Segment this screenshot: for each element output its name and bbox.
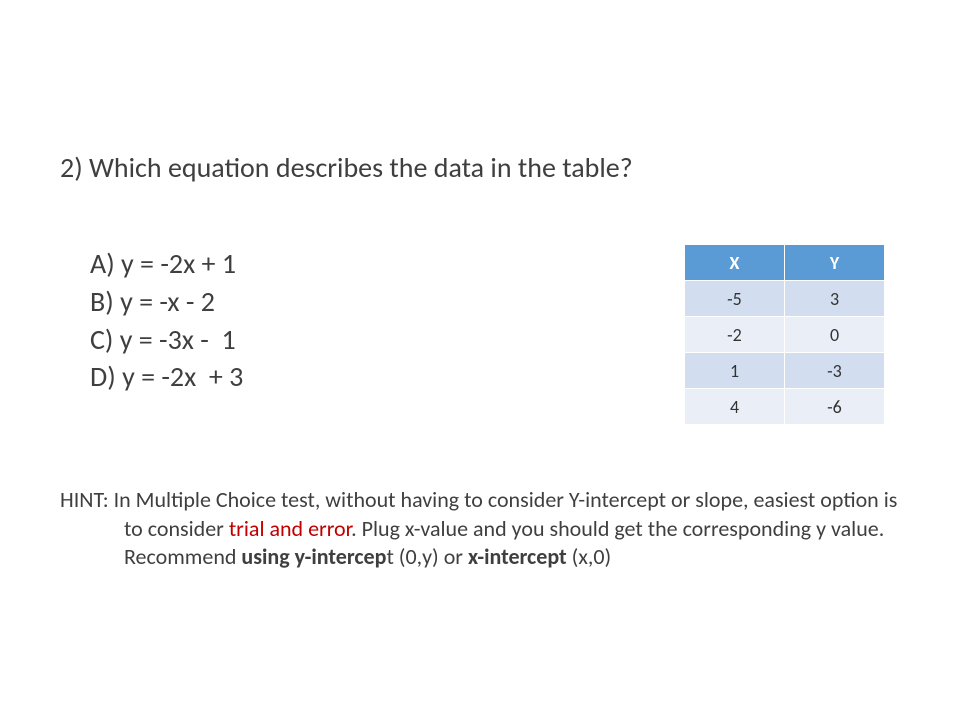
choice-d-letter: D) (90, 359, 116, 394)
choice-d-text: y = -2x + 3 (122, 359, 243, 394)
choice-c-text: y = -3x - 1 (120, 322, 236, 357)
table-cell: 0 (785, 317, 885, 353)
table-row: -2 0 (685, 317, 885, 353)
table-row: 4 -6 (685, 389, 885, 425)
xy-data-table: X Y -5 3 -2 0 1 -3 4 -6 (684, 244, 885, 425)
table-cell: 1 (685, 353, 785, 389)
table-cell: -5 (685, 281, 785, 317)
choice-b-letter: B) (90, 284, 114, 319)
slide: 2) Which equation describes the data in … (0, 0, 960, 720)
choice-a-letter: A) (90, 246, 115, 281)
hint-tail: (x,0) (567, 543, 611, 570)
table-header-row: X Y (685, 245, 885, 281)
table-cell: 4 (685, 389, 785, 425)
hint-emphasis-trial-error: trial and error (229, 515, 351, 542)
table-cell: -6 (785, 389, 885, 425)
table-cell: -2 (685, 317, 785, 353)
hint-after-em2: t (0,y) or (386, 543, 468, 570)
table-header-y: Y (785, 245, 885, 281)
table-header-x: X (685, 245, 785, 281)
hint-emphasis-x-intercept: x-intercept (468, 543, 567, 570)
hint-emphasis-y-intercept: using y-intercep (241, 543, 386, 570)
table-row: -5 3 (685, 281, 885, 317)
choice-c-letter: C) (90, 322, 113, 357)
choice-a-text: y = -2x + 1 (121, 246, 236, 281)
hint-text: HINT: In Multiple Choice test, without h… (60, 486, 900, 572)
table-cell: 3 (785, 281, 885, 317)
choice-b-text: y = -x - 2 (120, 284, 215, 319)
table-cell: -3 (785, 353, 885, 389)
question-text: 2) Which equation describes the data in … (60, 150, 900, 185)
table-row: 1 -3 (685, 353, 885, 389)
